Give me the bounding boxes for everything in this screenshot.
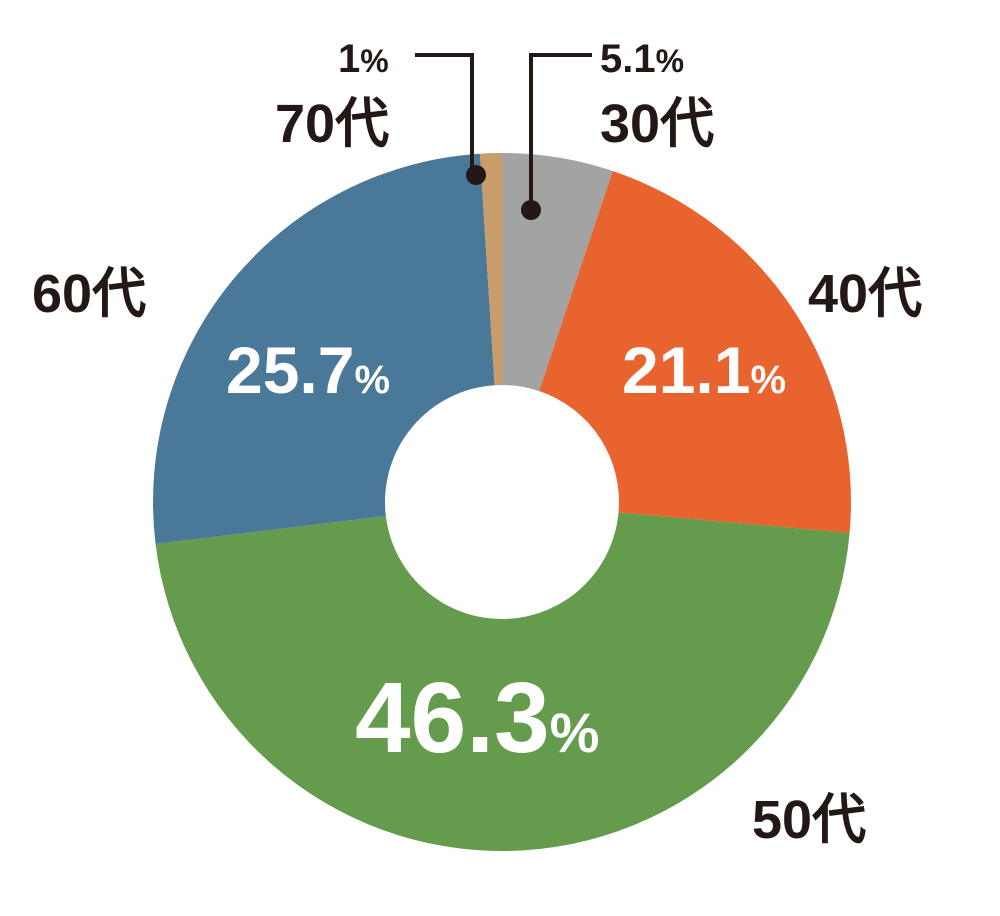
slice-60代 bbox=[153, 153, 495, 544]
unit-60s: % bbox=[354, 358, 390, 402]
value-label-50s: 46.3% bbox=[355, 662, 599, 774]
slice-50代 bbox=[155, 512, 850, 852]
value-60s: 25.7 bbox=[226, 333, 354, 407]
slices bbox=[153, 153, 851, 852]
value-label-30s: 5.1% bbox=[600, 37, 684, 81]
unit-50s: % bbox=[550, 701, 600, 764]
category-label-70s: 70代 bbox=[275, 94, 389, 154]
category-label-50s: 50代 bbox=[752, 790, 866, 850]
leader-dot-30s bbox=[521, 200, 541, 220]
value-label-70s: 1% bbox=[338, 37, 389, 81]
value-40s: 21.1 bbox=[622, 333, 750, 407]
leader-dot-70s bbox=[466, 165, 486, 185]
slice-70代 bbox=[479, 153, 502, 386]
value-50s: 46.3 bbox=[355, 662, 550, 774]
value-label-60s: 25.7% bbox=[226, 333, 390, 407]
leader-line-70s bbox=[415, 53, 474, 172]
value-30s: 5.1 bbox=[600, 37, 656, 81]
category-label-60s: 60代 bbox=[32, 264, 146, 324]
value-70s: 1 bbox=[338, 37, 360, 81]
value-label-40s: 21.1% bbox=[622, 333, 786, 407]
category-label-40s: 40代 bbox=[808, 264, 922, 324]
leader-line-30s bbox=[529, 53, 592, 205]
unit-40s: % bbox=[750, 358, 786, 402]
unit-70s: % bbox=[360, 43, 388, 79]
slice-40代 bbox=[539, 171, 851, 533]
unit-30s: % bbox=[656, 43, 684, 79]
category-label-30s: 30代 bbox=[600, 94, 714, 154]
